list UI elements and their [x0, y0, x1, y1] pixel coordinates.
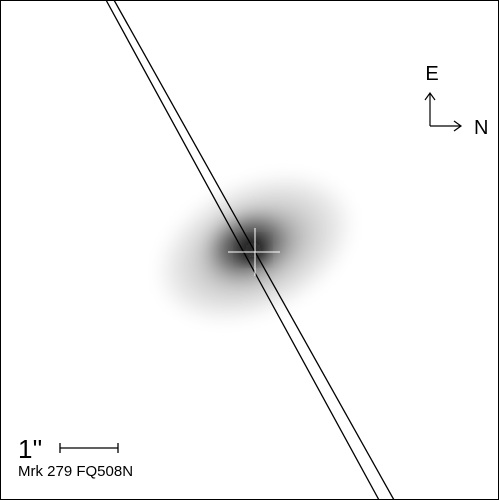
north-label: N — [474, 117, 488, 139]
scale-label: 1'' — [18, 434, 42, 464]
page: {"labels": {"east": "E", "north": "N", "… — [0, 0, 499, 500]
east-label: E — [425, 63, 438, 85]
caption: Mrk 279 FQ508N — [18, 463, 133, 480]
image-panel: E N 1'' Mrk 279 FQ508N — [0, 0, 499, 500]
